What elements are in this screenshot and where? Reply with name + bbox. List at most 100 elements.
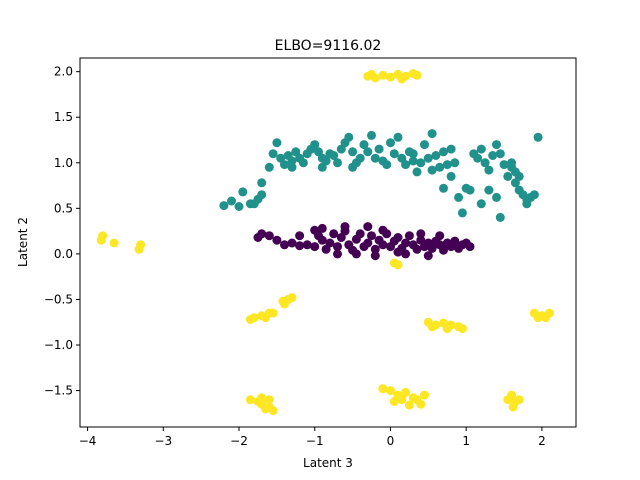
point-s2-8 <box>367 69 376 79</box>
point-s0-6 <box>295 241 305 251</box>
point-s1-11 <box>272 138 282 148</box>
point-s1-59 <box>439 183 448 193</box>
point-s1-55 <box>439 147 448 157</box>
point-s1-31 <box>348 147 358 157</box>
point-s0-7 <box>302 240 312 250</box>
point-s0-56 <box>423 251 433 261</box>
point-s1-40 <box>382 160 392 170</box>
point-s1-61 <box>454 192 464 202</box>
point-s0-50 <box>310 225 320 235</box>
point-s0-52 <box>363 222 373 232</box>
point-s1-94 <box>446 144 456 154</box>
point-s1-90 <box>317 162 327 172</box>
point-s0-10 <box>317 235 327 245</box>
point-s2-14 <box>134 244 144 254</box>
point-s1-60 <box>435 162 445 172</box>
point-s0-55 <box>401 249 411 259</box>
point-s0-4 <box>280 240 289 250</box>
point-s0-51 <box>340 222 350 232</box>
point-s1-33 <box>355 153 365 163</box>
y-tick-label: 2.0 <box>54 65 73 79</box>
point-s1-56 <box>442 160 452 170</box>
point-s1-85 <box>495 212 505 222</box>
point-s2-12 <box>109 238 119 248</box>
point-s2-11 <box>96 235 106 245</box>
point-s1-15 <box>287 156 297 166</box>
point-s1-88 <box>522 199 532 209</box>
point-s2-32 <box>457 324 467 334</box>
point-s2-40 <box>245 395 255 405</box>
point-s2-48 <box>378 384 388 394</box>
y-tick-label: 1.0 <box>54 156 73 170</box>
x-tick-label: 0 <box>387 434 395 448</box>
x-axis: −4 −3 −2 −1 0 1 2 <box>79 427 546 448</box>
point-s1-1 <box>227 196 236 206</box>
point-s1-36 <box>367 130 376 140</box>
point-s0-60 <box>351 249 361 259</box>
point-s0-30 <box>393 233 403 242</box>
point-s2-16 <box>389 258 399 268</box>
point-s0-12 <box>325 238 335 248</box>
point-s1-58 <box>450 158 460 168</box>
point-s2-2 <box>378 70 388 80</box>
point-s1-38 <box>374 144 384 154</box>
point-s0-45 <box>450 236 460 246</box>
point-s1-62 <box>457 208 467 218</box>
point-s1-68 <box>480 158 490 168</box>
point-s1-26 <box>329 151 339 160</box>
y-tick-label: −1.0 <box>44 338 73 352</box>
point-s2-49 <box>386 386 395 396</box>
point-s1-52 <box>427 165 437 175</box>
point-s0-63 <box>393 247 403 257</box>
point-s1-47 <box>408 156 418 166</box>
point-s1-92 <box>408 149 418 159</box>
point-s0-22 <box>363 238 373 248</box>
y-tick-label: 0.0 <box>54 247 73 261</box>
point-s0-13 <box>329 229 339 239</box>
point-s0-8 <box>310 242 320 252</box>
point-s2-61 <box>514 395 524 405</box>
point-s0-24 <box>370 244 380 254</box>
point-s1-71 <box>492 140 501 150</box>
point-s2-7 <box>412 70 422 80</box>
point-s1-50 <box>420 140 429 150</box>
point-s1-41 <box>386 138 395 148</box>
point-s0-39 <box>427 243 437 253</box>
point-s2-63 <box>508 402 518 412</box>
point-s1-69 <box>484 165 494 175</box>
point-s2-38 <box>541 313 551 323</box>
point-s1-57 <box>446 171 456 181</box>
point-s1-13 <box>280 160 289 170</box>
point-s1-45 <box>401 160 411 170</box>
point-s1-82 <box>533 132 543 142</box>
point-s1-34 <box>359 140 369 150</box>
point-s1-42 <box>389 149 399 159</box>
point-s2-21 <box>261 313 270 323</box>
point-s2-18 <box>249 313 259 323</box>
point-s0-59 <box>416 229 426 239</box>
point-s2-51 <box>401 387 411 397</box>
point-s2-25 <box>287 293 297 303</box>
x-tick-label: −2 <box>230 434 248 448</box>
point-s0-49 <box>465 242 475 252</box>
point-s2-39 <box>533 313 543 323</box>
point-s0-33 <box>404 231 414 241</box>
point-s0-2 <box>264 231 274 241</box>
point-s1-53 <box>431 151 441 160</box>
point-s1-64 <box>465 185 475 195</box>
point-s1-87 <box>484 185 494 195</box>
point-s2-22 <box>268 308 278 318</box>
point-s0-61 <box>435 231 445 241</box>
point-s2-33 <box>442 324 452 334</box>
point-s2-54 <box>416 399 426 409</box>
point-s2-58 <box>420 390 429 400</box>
point-s1-67 <box>476 144 486 154</box>
point-s1-3 <box>238 187 248 197</box>
point-s1-54 <box>427 129 437 139</box>
x-tick-label: −4 <box>79 434 97 448</box>
point-s0-23 <box>367 231 376 241</box>
point-s1-10 <box>268 149 278 159</box>
point-s2-62 <box>507 390 517 400</box>
point-s0-53 <box>333 249 342 259</box>
